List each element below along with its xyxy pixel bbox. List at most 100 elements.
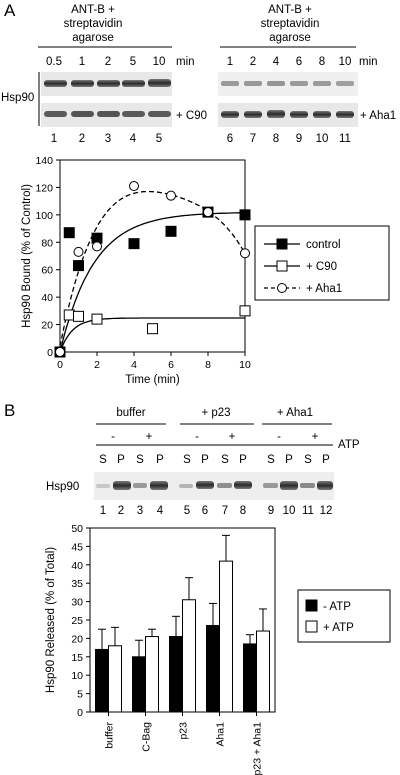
blot-right-top — [218, 72, 358, 96]
lane-number: 9 — [268, 505, 274, 517]
lane-number: 9 — [296, 133, 302, 145]
time-label: 8 — [319, 56, 325, 68]
lane-number: 3 — [105, 133, 111, 145]
panel-b-atp-row: - + - + - + ATP — [96, 431, 360, 451]
blot-b-row-label: Hsp90 — [46, 481, 79, 493]
sp-label: S — [183, 454, 191, 466]
y-tick-label: 50 — [71, 523, 83, 535]
y-tick-label: 20 — [41, 320, 53, 332]
bar-atp — [95, 648, 109, 713]
legend-marker — [277, 283, 287, 293]
bar-atp — [182, 599, 196, 713]
y-tick-label: 100 — [35, 210, 53, 222]
series-line-aha1 — [59, 190, 246, 347]
atp-sign: - — [277, 431, 281, 443]
time-label: 5 — [130, 56, 136, 68]
data-point-c90 — [91, 313, 103, 325]
data-point-control — [239, 209, 251, 221]
time-unit: min — [359, 56, 378, 68]
time-label: 4 — [273, 56, 280, 68]
sp-label: P — [322, 454, 330, 466]
blot-left-bottom — [41, 103, 172, 127]
lane-number: 1 — [100, 505, 106, 517]
data-point-control — [73, 260, 84, 272]
lane-number: 2 — [118, 505, 124, 517]
lane-number: 11 — [302, 505, 314, 517]
x-axis-label: Time (min) — [125, 374, 180, 386]
time-label: 1 — [79, 56, 85, 68]
y-tick-label: 140 — [35, 155, 53, 167]
y-tick-label: 0 — [77, 707, 83, 719]
y-tick-label: 45 — [71, 541, 83, 553]
blot-b-lane-numbers: 1 2 3 4 5 6 7 8 9 10 11 12 — [100, 505, 333, 517]
bar-atp — [243, 643, 257, 713]
sp-label: P — [201, 454, 209, 466]
sp-label: S — [221, 454, 229, 466]
blot-left-lane-numbers: 1 2 3 4 5 — [51, 133, 162, 145]
panel-b-sp-row: S P S P S P S P S P S P — [99, 454, 330, 466]
time-label: 2 — [105, 56, 111, 68]
bar-atp — [206, 625, 220, 713]
y-tick-label: 40 — [71, 560, 83, 572]
x-tick-label: p23 + Aha1 — [252, 722, 264, 775]
lane-number: 1 — [51, 133, 57, 145]
lane-number: 4 — [157, 505, 164, 517]
lane-number: 5 — [156, 133, 162, 145]
y-tick-label: 120 — [35, 182, 53, 194]
legend-label: + C90 — [306, 261, 337, 273]
x-tick-label: 8 — [205, 359, 211, 371]
bar-atp — [169, 636, 183, 713]
legend-label: control — [306, 239, 341, 251]
chart-hsp90-released: 0 5 10 15 20 25 30 35 40 45 50 Hsp90 Released (% of… — [45, 523, 391, 775]
data-point-c90 — [63, 309, 75, 321]
y-tick-label: 30 — [71, 597, 83, 609]
data-point-aha1 — [129, 181, 139, 192]
lane-number: 8 — [273, 133, 279, 145]
x-tick-label: Aha1 — [215, 722, 227, 747]
sp-label: S — [136, 454, 144, 466]
panel-b-letter: B — [4, 401, 15, 420]
atp-sign: + — [312, 431, 319, 443]
group-label-p23: + p23 — [201, 407, 230, 419]
lane-number: 10 — [316, 133, 329, 145]
data-point-aha1 — [166, 190, 176, 201]
x-tick-label: C-Bag — [141, 722, 153, 752]
blot-right-bottom — [218, 103, 358, 127]
time-label: 10 — [153, 56, 166, 68]
y-tick-label: 20 — [71, 633, 83, 645]
bar-atp — [108, 645, 122, 713]
lane-number: 7 — [250, 133, 256, 145]
data-point-aha1 — [92, 241, 102, 252]
y-axis-label: Hsp90 Bound (% of Control) — [21, 184, 33, 328]
group-label-aha1: + Aha1 — [277, 407, 313, 419]
sp-label: P — [285, 454, 293, 466]
x-tick-label: 0 — [57, 359, 63, 371]
y-tick-label: 80 — [41, 237, 53, 249]
lane-number: 11 — [339, 133, 351, 145]
blot-right-time-labels: 1 2 4 6 8 10 min — [227, 56, 378, 68]
chart-hsp90-bound: 0 20 40 60 80 100 120 140 0 2 4 6 8 10 Time (min) Hsp90… — [21, 155, 390, 386]
data-point-c90 — [73, 310, 84, 322]
blot-left-top — [41, 72, 172, 96]
y-tick-label: 10 — [71, 670, 83, 682]
lane-number: 3 — [137, 505, 143, 517]
blot-left-time-labels: 0.5 1 2 5 10 min — [46, 56, 195, 68]
chart-a-legend: control + C90 + Aha1 — [254, 225, 390, 301]
blot-right-header-line2: streptavidin — [261, 18, 320, 30]
data-point-c90 — [147, 323, 158, 335]
time-label: 6 — [296, 56, 302, 68]
lane-number: 6 — [227, 133, 233, 145]
sp-label: S — [304, 454, 312, 466]
atp-sign: - — [195, 431, 199, 443]
legend-label: + Aha1 — [306, 283, 342, 295]
x-tick-label: 6 — [168, 359, 174, 371]
time-label: 0.5 — [46, 56, 62, 68]
blot-right-bottom-label: + Aha1 — [360, 110, 396, 122]
x-tick-label: 10 — [239, 359, 251, 371]
time-label: 10 — [339, 56, 352, 68]
time-label: 1 — [227, 56, 233, 68]
lane-number: 5 — [184, 505, 190, 517]
time-unit: min — [176, 56, 195, 68]
bar-atp — [219, 560, 233, 713]
